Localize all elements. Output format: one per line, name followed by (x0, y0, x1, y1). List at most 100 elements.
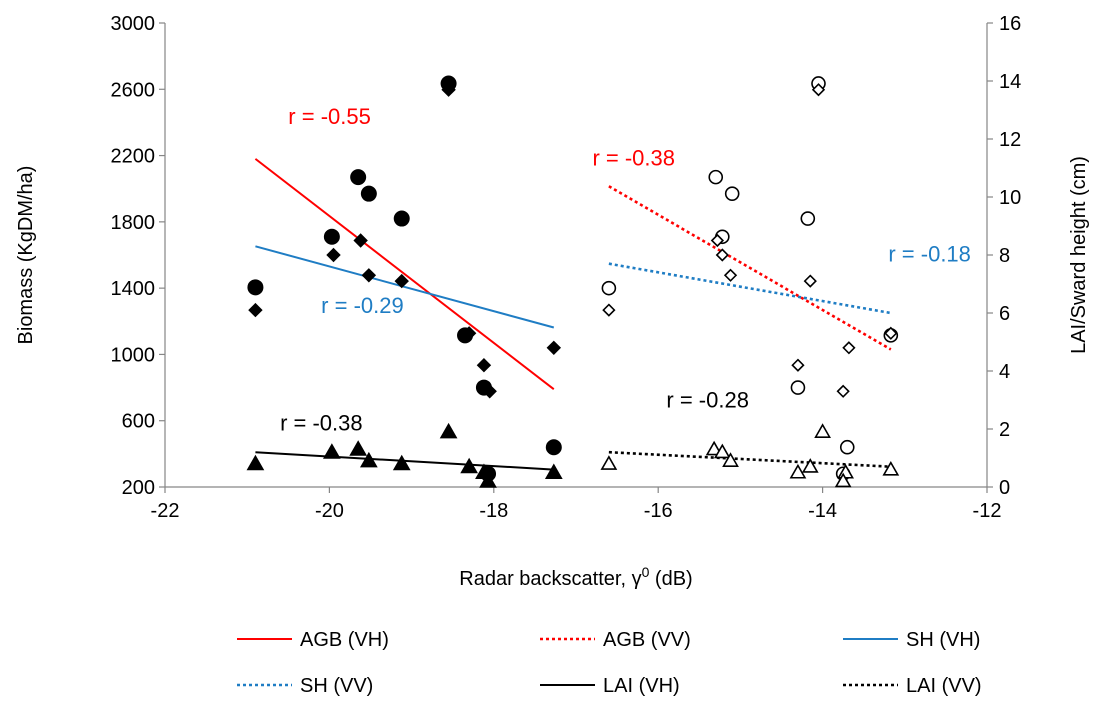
y-tick-label-right: 4 (999, 361, 1010, 383)
r-annotation: r = -0.29 (321, 293, 404, 318)
r-annotation: r = -0.38 (280, 411, 363, 436)
y-tick-label-left: 600 (122, 411, 155, 433)
open-circle-point (839, 439, 855, 455)
y-tick-label-right: 14 (999, 71, 1021, 93)
x-tick-label: -12 (973, 500, 1002, 522)
legend-label: SH (VV) (300, 675, 373, 697)
open-diamond-point (811, 83, 826, 97)
filled-triangle-point (246, 454, 265, 471)
y-tick-label-right: 12 (999, 129, 1021, 151)
filled-circle-point (360, 185, 377, 202)
trend-line (608, 450, 891, 468)
y-tick-label-right: 8 (999, 245, 1010, 267)
open-triangle-point (814, 423, 831, 438)
legend-item: SH (VH) (843, 629, 980, 651)
y-tick-label-left: 3000 (111, 13, 156, 35)
filled-circle-point (247, 279, 264, 296)
legend-label: LAI (VV) (906, 675, 982, 697)
open-triangle-point (600, 455, 618, 470)
y-tick-label-left: 2200 (111, 146, 156, 168)
filled-diamond-point (441, 82, 456, 97)
y-tick-label-left: 1800 (111, 212, 156, 234)
trend-line (255, 245, 555, 329)
open-circle-point (708, 169, 724, 185)
filled-triangle-point (439, 422, 458, 439)
open-triangle-point (834, 472, 852, 488)
open-diamond-point (723, 268, 738, 282)
legend-item: SH (VV) (237, 675, 373, 697)
filled-circle-point (323, 228, 340, 245)
open-triangle-point (882, 460, 900, 476)
filled-diamond-point (546, 340, 562, 356)
filled-diamond-point (394, 273, 409, 289)
open-diamond-point (803, 274, 817, 288)
x-tick-label: -14 (808, 500, 837, 522)
filled-diamond-point (461, 326, 477, 341)
open-diamond-point (842, 341, 856, 355)
x-tick-label: -18 (479, 500, 508, 522)
filled-diamond-point (353, 233, 368, 248)
y-tick-label-left: 2600 (111, 79, 156, 101)
y-tick-label-right: 16 (999, 13, 1021, 35)
filled-circle-point (545, 439, 562, 456)
open-triangle-point (705, 440, 723, 456)
filled-triangle-point (392, 454, 411, 471)
y-tick-label-right: 6 (999, 303, 1010, 325)
open-diamond-point (715, 248, 729, 262)
open-diamond-point (791, 358, 805, 372)
x-tick-label: -16 (644, 500, 673, 522)
r-annotation: r = -0.28 (666, 387, 749, 412)
open-triangle-point (713, 443, 731, 459)
legend-item: AGB (VH) (237, 629, 389, 651)
x-tick-label: -22 (151, 500, 180, 522)
filled-diamond-point (476, 357, 492, 373)
y-tick-label-left: 200 (122, 477, 155, 499)
filled-circle-point (393, 210, 410, 227)
legend-label: AGB (VH) (300, 629, 389, 651)
open-circle-point (800, 211, 816, 226)
trend-line (608, 262, 892, 315)
legend-label: LAI (VH) (603, 675, 680, 697)
open-diamond-point (884, 326, 898, 340)
open-diamond-point (836, 384, 850, 398)
y-axis-title-right: LAI/Sward height (cm) (1068, 156, 1090, 354)
y-tick-label-left: 1400 (111, 278, 156, 300)
open-triangle-point (789, 463, 807, 479)
open-circle-point (790, 380, 806, 395)
filled-triangle-point (460, 457, 479, 474)
trend-line (608, 185, 892, 351)
y-tick-label-right: 0 (999, 477, 1010, 499)
filled-diamond-point (326, 247, 341, 263)
open-triangle-point (801, 458, 819, 473)
y-axis-title-left: Biomass (KgDM/ha) (15, 166, 37, 345)
open-circle-point (724, 186, 740, 201)
filled-triangle-point (359, 451, 378, 468)
legend-label: AGB (VV) (603, 629, 691, 651)
y-tick-label-right: 2 (999, 419, 1010, 441)
legend-item: AGB (VV) (540, 629, 691, 651)
legend-item: LAI (VH) (540, 675, 680, 697)
x-axis-title: Radar backscatter, γ0 (dB) (459, 564, 692, 590)
open-diamond-point (602, 303, 616, 317)
filled-triangle-point (544, 463, 563, 479)
legend-item: LAI (VV) (843, 675, 982, 697)
legend-label: SH (VH) (906, 629, 980, 651)
y-tick-label-left: 1000 (111, 344, 156, 366)
filled-triangle-point (349, 440, 368, 456)
trend-line (254, 158, 555, 391)
filled-triangle-point (323, 443, 341, 459)
filled-diamond-point (361, 268, 377, 283)
filled-circle-point (350, 169, 367, 186)
open-triangle-point (722, 452, 739, 467)
y-tick-label-right: 10 (999, 187, 1021, 209)
open-circle-point (601, 280, 617, 296)
filled-diamond-point (482, 384, 497, 399)
r-annotation: r = -0.55 (288, 104, 371, 129)
filled-diamond-point (248, 302, 263, 318)
r-annotation: r = -0.38 (592, 146, 675, 171)
filled-triangle-point (479, 472, 497, 488)
r-annotation: r = -0.18 (888, 242, 971, 267)
x-tick-label: -20 (315, 500, 344, 522)
open-diamond-point (710, 233, 725, 248)
